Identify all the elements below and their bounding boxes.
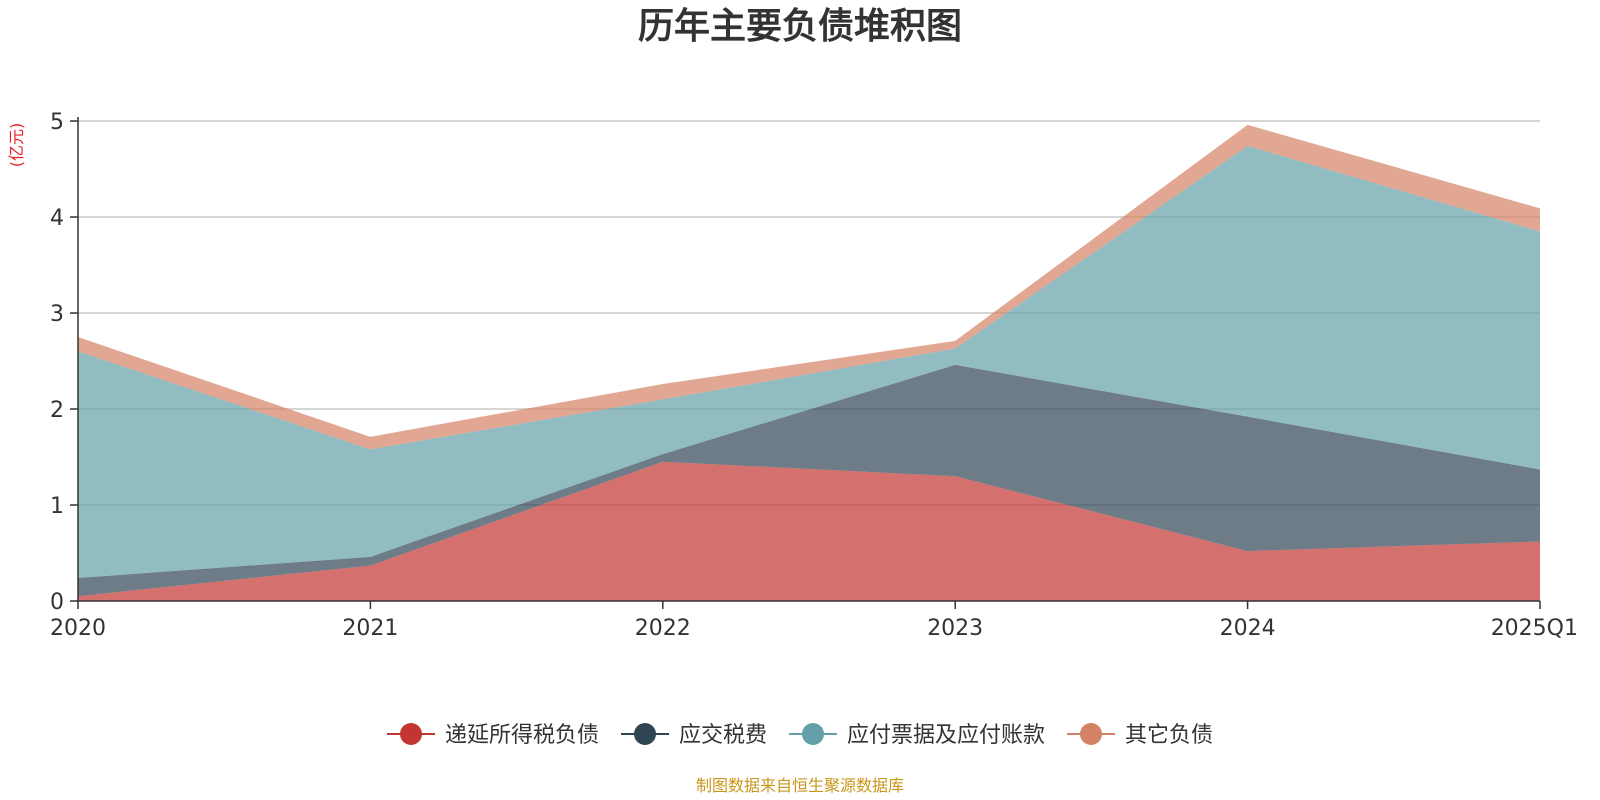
y-tick-label: 4 xyxy=(50,206,64,231)
axes: 0 1 2 3 4 5 2020 2021 2022 2023 2024 2025Q1 xyxy=(50,110,1578,641)
legend-circle-icon xyxy=(400,723,422,745)
x-tick-label: 2025Q1 xyxy=(1491,616,1578,641)
x-tick-label: 2022 xyxy=(635,616,691,641)
legend-label: 递延所得税负债 xyxy=(445,723,599,748)
legend-circle-icon xyxy=(802,723,824,745)
x-tick-label: 2020 xyxy=(50,616,106,641)
chart-title: 历年主要负债堆积图 xyxy=(638,6,962,47)
legend: 递延所得税负债 应交税费 应付票据及应付账款 其它负债 xyxy=(387,723,1213,748)
legend-label: 应交税费 xyxy=(679,723,767,748)
y-tick-label: 1 xyxy=(50,494,64,519)
area-series-3 xyxy=(78,145,1540,578)
area-series-1 xyxy=(78,461,1540,601)
x-tick-label: 2023 xyxy=(927,616,983,641)
y-tick-label: 3 xyxy=(50,302,64,327)
legend-label: 其它负债 xyxy=(1125,723,1213,748)
legend-item-1[interactable]: 递延所得税负债 xyxy=(387,723,599,748)
x-tick-label: 2021 xyxy=(342,616,398,641)
y-axis-unit-label: (亿元) xyxy=(7,123,26,168)
x-tick-label: 2024 xyxy=(1220,616,1276,641)
legend-item-3[interactable]: 应付票据及应付账款 xyxy=(789,723,1045,748)
legend-label: 应付票据及应付账款 xyxy=(847,723,1045,748)
y-tick-label: 2 xyxy=(50,398,64,423)
legend-circle-icon xyxy=(634,723,656,745)
legend-circle-icon xyxy=(1080,723,1102,745)
area-series-group xyxy=(78,124,1540,601)
y-tick-label: 5 xyxy=(50,110,64,135)
y-tick-label: 0 xyxy=(50,590,64,615)
legend-item-2[interactable]: 应交税费 xyxy=(621,723,767,748)
legend-item-4[interactable]: 其它负债 xyxy=(1067,723,1213,748)
area-series-2 xyxy=(78,364,1540,597)
data-source-note: 制图数据来自恒生聚源数据库 xyxy=(696,776,904,795)
